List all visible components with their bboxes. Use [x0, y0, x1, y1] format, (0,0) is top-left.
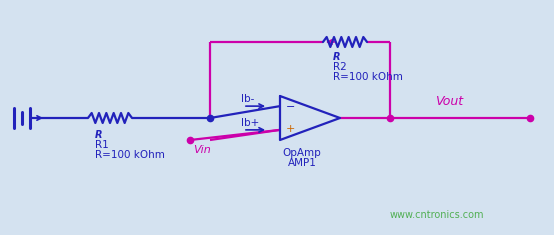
Text: R=100 kOhm: R=100 kOhm [95, 150, 165, 160]
Text: Ib-: Ib- [241, 94, 254, 104]
Text: +: + [286, 124, 295, 134]
Text: R=100 kOhm: R=100 kOhm [333, 72, 403, 82]
Text: R1: R1 [95, 140, 109, 150]
Text: Vin: Vin [193, 145, 211, 155]
Text: Vout: Vout [435, 95, 463, 108]
Text: www.cntronics.com: www.cntronics.com [390, 210, 485, 220]
Text: Ib+: Ib+ [241, 118, 259, 128]
Text: R: R [95, 130, 102, 140]
Text: R2: R2 [333, 62, 347, 72]
Text: −: − [286, 102, 295, 112]
Text: AMP1: AMP1 [288, 158, 316, 168]
Text: OpAmp: OpAmp [283, 148, 321, 158]
Text: R: R [333, 52, 341, 62]
